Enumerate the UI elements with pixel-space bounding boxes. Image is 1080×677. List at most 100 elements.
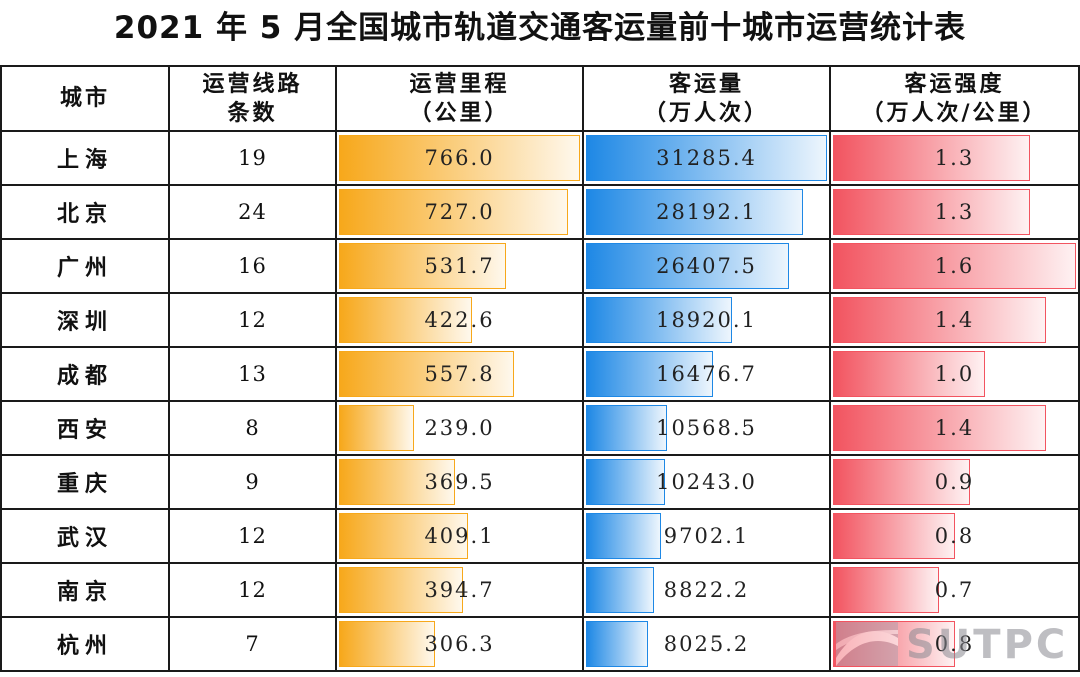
lines-cell: 12: [238, 524, 267, 548]
lines-cell: 7: [245, 632, 260, 656]
volume-bar: [586, 243, 789, 289]
header-lines-line1: 运营线路: [202, 71, 303, 97]
mileage-bar: [339, 351, 514, 397]
volume-bar: [586, 189, 803, 235]
volume-bar: [586, 459, 665, 505]
city-cell: 北京: [56, 202, 113, 227]
row-divider: [0, 65, 1080, 67]
mileage-bar: [339, 621, 435, 667]
city-cell: 杭州: [56, 634, 113, 659]
row-divider: [0, 670, 1080, 672]
row-divider: [0, 238, 1080, 240]
volume-bar: [586, 513, 661, 559]
intensity-bar: [833, 135, 1030, 181]
city-cell: 成都: [56, 364, 113, 389]
mileage-bar: [339, 567, 463, 613]
column-divider: [335, 65, 337, 672]
volume-value: 26407.5: [656, 254, 757, 278]
row-divider: [0, 400, 1080, 402]
header-volume: 客运量 （万人次）: [584, 67, 829, 130]
city-cell: 上海: [56, 148, 113, 173]
volume-value: 8025.2: [663, 632, 750, 656]
row-divider: [0, 130, 1080, 132]
column-divider: [829, 65, 831, 672]
column-divider: [0, 65, 2, 672]
mileage-value: 369.5: [424, 470, 495, 494]
row-divider: [0, 562, 1080, 564]
mileage-bar: [339, 459, 455, 505]
volume-bar: [586, 351, 713, 397]
mileage-bar: [339, 297, 472, 343]
header-volume-line2: （万人次）: [643, 100, 769, 126]
header-lines-line2: 条数: [227, 100, 278, 126]
intensity-value: 1.4: [934, 308, 975, 332]
city-cell: 广州: [56, 256, 113, 281]
lines-cell: 24: [238, 200, 267, 224]
mileage-value: 727.0: [424, 200, 495, 224]
header-mileage-line1: 运营里程: [409, 71, 510, 97]
lines-cell: 16: [238, 254, 267, 278]
lines-cell: 12: [238, 308, 267, 332]
volume-value: 8822.2: [663, 578, 750, 602]
row-divider: [0, 508, 1080, 510]
intensity-value: 1.3: [934, 146, 975, 170]
volume-bar: [586, 135, 827, 181]
row-divider: [0, 346, 1080, 348]
city-cell: 西安: [56, 418, 113, 443]
volume-value: 18920.1: [656, 308, 757, 332]
mileage-value: 239.0: [424, 416, 495, 440]
intensity-bar: [833, 567, 939, 613]
city-cell: 深圳: [56, 310, 113, 335]
column-divider: [1078, 65, 1080, 672]
column-divider: [168, 65, 170, 672]
intensity-value: 1.3: [934, 200, 975, 224]
volume-bar: [586, 405, 667, 451]
mileage-value: 306.3: [424, 632, 495, 656]
intensity-value: 1.6: [934, 254, 975, 278]
intensity-bar: [833, 405, 1046, 451]
lines-cell: 19: [238, 146, 267, 170]
intensity-value: 1.4: [934, 416, 975, 440]
header-intensity-line1: 客运强度: [904, 71, 1005, 97]
header-mileage-line2: （公里）: [409, 100, 510, 126]
city-cell: 重庆: [56, 472, 113, 497]
intensity-bar: [833, 351, 985, 397]
mileage-bar: [339, 513, 468, 559]
volume-value: 28192.1: [656, 200, 757, 224]
mileage-value: 394.7: [424, 578, 495, 602]
volume-value: 10568.5: [656, 416, 757, 440]
intensity-bar: [833, 459, 970, 505]
volume-value: 16476.7: [656, 362, 757, 386]
sutpc-logo: SUTPC: [834, 618, 1080, 674]
header-city-label: 城市: [59, 86, 110, 111]
mileage-bar: [339, 243, 506, 289]
intensity-value: 1.0: [934, 362, 975, 386]
column-divider: [582, 65, 584, 672]
city-cell: 武汉: [56, 526, 113, 551]
intensity-value: 0.9: [934, 470, 975, 494]
row-divider: [0, 454, 1080, 456]
row-divider: [0, 292, 1080, 294]
header-mileage: 运营里程 （公里）: [337, 67, 582, 130]
mileage-value: 531.7: [424, 254, 495, 278]
intensity-value: 0.7: [934, 578, 975, 602]
intensity-value: 0.8: [934, 524, 975, 548]
mileage-bar: [339, 189, 568, 235]
intensity-bar: [833, 189, 1030, 235]
intensity-bar: [833, 243, 1076, 289]
volume-value: 31285.4: [656, 146, 757, 170]
row-divider: [0, 616, 1080, 618]
sutpc-logo-icon: [836, 622, 898, 666]
lines-cell: 9: [245, 470, 260, 494]
sutpc-logo-text: SUTPC: [906, 622, 1069, 668]
mileage-bar: [339, 405, 414, 451]
mileage-value: 557.8: [424, 362, 495, 386]
intensity-bar: [833, 297, 1046, 343]
lines-cell: 12: [238, 578, 267, 602]
header-intensity-line2: （万人次/公里）: [861, 100, 1048, 126]
volume-value: 9702.1: [663, 524, 750, 548]
volume-value: 10243.0: [656, 470, 757, 494]
header-city: 城市: [2, 67, 168, 130]
volume-bar: [586, 297, 732, 343]
